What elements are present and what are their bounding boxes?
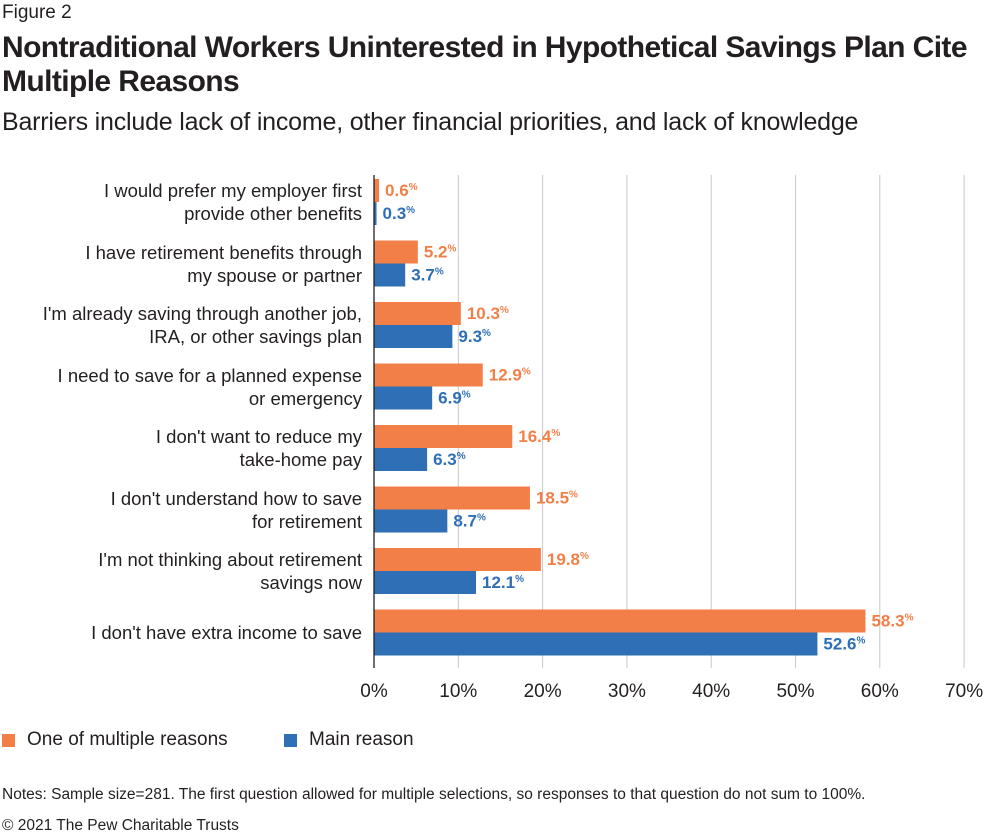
chart-title: Nontraditional Workers Uninterested in H… (2, 31, 968, 98)
bar-chart: 0% 10% 20% 30% 40% 50% 60% 70% 0.6% 0.3% 5.2% 3.7% 1… (360, 175, 983, 702)
legend-item-multiple: One of multiple reasons (2, 729, 228, 751)
figure-label: Figure 2 (2, 2, 72, 23)
data-label: 6.3% (433, 450, 466, 469)
bar (374, 509, 448, 533)
category-label: I'm already saving through another job, I… (42, 303, 362, 347)
category-label: I don't want to reduce my take-home pay (155, 426, 362, 470)
x-tick-label: 10% (439, 681, 477, 702)
bar (374, 263, 406, 287)
data-label: 10.3% (467, 304, 509, 323)
bar (374, 571, 477, 594)
bar (374, 448, 428, 471)
x-tick-label: 0% (360, 681, 388, 702)
chart-subtitle: Barriers include lack of income, other f… (2, 108, 859, 136)
data-label: 3.7% (411, 266, 444, 285)
bar (374, 179, 380, 202)
x-tick-label: 70% (945, 681, 983, 702)
data-label: 8.7% (453, 512, 486, 531)
x-tick-label: 30% (608, 681, 646, 702)
category-label: I have retirement benefits through my spo… (85, 241, 362, 286)
legend-swatch-main (284, 733, 297, 747)
legend-item-main: Main reason (284, 729, 414, 751)
data-label: 6.9% (438, 389, 471, 408)
data-label: 5.2% (424, 243, 457, 262)
data-label: 0.3% (383, 204, 416, 223)
category-label: I would prefer my employer first provide … (103, 180, 362, 224)
bar (374, 325, 453, 348)
bar (374, 240, 418, 264)
data-label: 16.4% (518, 427, 560, 446)
chart-credit: © 2021 The Pew Charitable Trusts (2, 817, 239, 834)
legend-label-multiple: One of multiple reasons (27, 729, 228, 750)
bar (374, 548, 541, 571)
category-label: I'm not thinking about retirement savings… (98, 549, 362, 593)
x-tick-label: 40% (692, 681, 730, 702)
legend-swatch-multiple (2, 733, 15, 747)
bar (374, 609, 866, 633)
bar (374, 202, 377, 225)
category-label: I don't understand how to save for retire… (110, 487, 362, 532)
x-tick-label: 20% (524, 681, 562, 702)
bar (374, 632, 818, 656)
data-label: 0.6% (385, 181, 418, 200)
category-label: I don't have extra income to save (91, 622, 362, 643)
legend-label-main: Main reason (309, 729, 414, 750)
category-label: I need to save for a planned expense or e… (57, 364, 362, 409)
data-label: 58.3% (871, 612, 913, 631)
bar (374, 486, 530, 510)
data-label: 52.6% (823, 635, 865, 654)
x-tick-label: 50% (776, 681, 814, 702)
bar (374, 386, 433, 410)
data-label: 19.8% (547, 550, 589, 569)
data-label: 18.5% (536, 489, 578, 508)
bar (374, 363, 483, 387)
chart-notes: Notes: Sample size=281. The first questi… (2, 786, 866, 803)
bar (374, 425, 513, 448)
data-label: 12.9% (489, 366, 531, 385)
data-label: 9.3% (458, 327, 491, 346)
x-tick-label: 60% (861, 681, 899, 702)
bar (374, 302, 461, 325)
data-label: 12.1% (482, 573, 524, 592)
